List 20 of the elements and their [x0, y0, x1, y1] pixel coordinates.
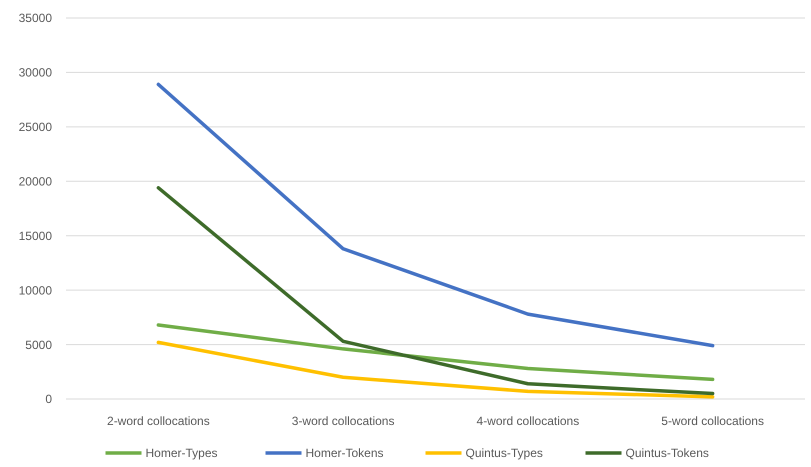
y-tick-label: 20000: [18, 174, 52, 188]
x-tick-label: 3-word collocations: [292, 414, 394, 428]
x-tick-label: 2-word collocations: [107, 414, 210, 428]
y-tick-label: 0: [45, 392, 52, 406]
y-tick-label: 30000: [18, 66, 52, 80]
y-tick-label: 10000: [18, 283, 52, 298]
y-tick-label: 25000: [18, 120, 52, 134]
legend-label: Quintus-Tokens: [626, 446, 709, 460]
legend-label: Homer-Tokens: [306, 446, 384, 460]
y-tick-label: 35000: [18, 11, 52, 26]
legend-label: Homer-Types: [146, 446, 218, 460]
x-tick-label: 5-word collocations: [661, 414, 764, 428]
line-series: [156, 82, 714, 348]
y-tick-label: 5000: [25, 338, 52, 352]
line-series: [156, 340, 714, 399]
line-series: [156, 186, 714, 396]
legend-label: Quintus-Types: [466, 446, 543, 460]
y-tick-label: 15000: [18, 228, 52, 243]
line-series: [156, 323, 714, 382]
x-tick-label: 4-word collocations: [476, 414, 580, 428]
